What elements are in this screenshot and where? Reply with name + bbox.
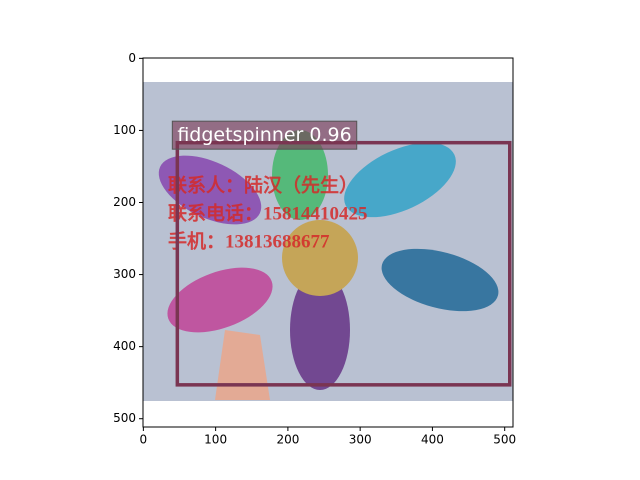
- axes-frame: [142, 57, 514, 428]
- x-tick-label: 400: [421, 433, 444, 447]
- blade: [167, 267, 273, 333]
- watermark: 联系人：陆汉（先生） 联系电话：15814410425 手机：13813688677: [168, 173, 368, 252]
- x-tick-label: 300: [349, 433, 372, 447]
- watermark-text: 联系人：陆汉（先生）: [168, 173, 358, 196]
- blade: [381, 248, 499, 312]
- x-tick-label: 0: [140, 433, 148, 447]
- x-tick-label: 100: [204, 433, 227, 447]
- y-tick-label: 200: [113, 195, 136, 209]
- y-tick-label: 500: [113, 411, 136, 425]
- label-background: [171, 120, 358, 150]
- x-tick-label: 500: [493, 433, 516, 447]
- y-tick-label: 0: [128, 51, 136, 65]
- finger: [215, 330, 270, 400]
- blade: [290, 270, 350, 390]
- blade: [272, 130, 328, 220]
- spinner: [158, 130, 499, 400]
- y-tick-label: 100: [113, 123, 136, 137]
- y-tick-label: 300: [113, 267, 136, 281]
- x-tick-label: 200: [276, 433, 299, 447]
- y-tick-label: 400: [113, 339, 136, 353]
- blade: [344, 142, 456, 218]
- blade: [158, 155, 262, 225]
- watermark-text: 手机：13813688677: [168, 229, 330, 252]
- hub: [282, 220, 358, 296]
- detection-label: fidgetspinner 0.96: [177, 124, 351, 146]
- watermark-text: 联系电话：15814410425: [168, 201, 368, 224]
